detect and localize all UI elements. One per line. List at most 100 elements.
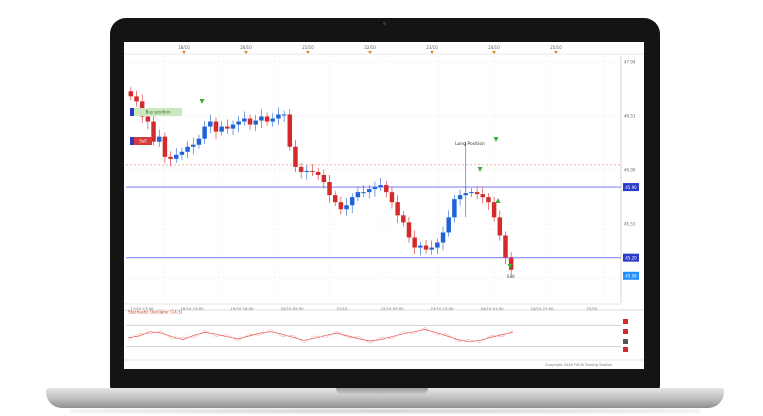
price-tag <box>623 253 639 262</box>
bottom-time-label: 23/10 15:00 <box>430 306 454 311</box>
price-tick-label: 45.51 <box>624 222 636 227</box>
candle <box>332 195 338 203</box>
trading-chart-screen: 18/10 20/10 21/10 22/10 23/10 24/10 25/10 Long… <box>124 42 644 369</box>
candle <box>236 121 241 125</box>
candle <box>389 192 395 203</box>
candle <box>378 185 383 188</box>
candle <box>321 174 327 183</box>
candle <box>474 192 480 195</box>
price-tick-label: 46.51 <box>624 114 636 119</box>
price-tag-label: 45.20 <box>625 255 637 260</box>
candle <box>151 121 156 142</box>
bottom-time-axis: 17/10 13:00 18/10 10:00 19/10 18:00 20/10 0… <box>124 303 621 311</box>
candle <box>469 192 474 194</box>
candle <box>315 171 321 175</box>
bottom-time-label: 18/10 10:00 <box>180 306 204 311</box>
candle <box>219 126 224 132</box>
annotations: Long Position Exit Buy position Sell <box>130 99 515 279</box>
candle <box>179 151 185 155</box>
candle <box>259 116 264 121</box>
candle <box>208 121 213 127</box>
candle <box>202 126 207 139</box>
candles <box>128 87 514 278</box>
top-time-label: 18/10 <box>178 45 190 50</box>
candle <box>276 114 281 119</box>
candle <box>270 118 275 122</box>
time-marker-icon <box>430 51 434 54</box>
last-price-tag <box>623 271 639 280</box>
candle <box>128 91 134 97</box>
candle <box>361 192 366 194</box>
signal-arrow-icon <box>477 167 483 172</box>
bottom-time-label: 21/10 <box>337 306 349 311</box>
candle <box>423 245 429 250</box>
exit-label: Exit <box>507 274 515 279</box>
candle <box>429 247 434 250</box>
candle <box>156 136 162 142</box>
candle <box>145 116 151 122</box>
candle <box>213 121 219 132</box>
last-price-label: 45.08 <box>625 273 637 278</box>
price-tick-label: 46.00 <box>624 168 636 173</box>
candle <box>486 197 491 203</box>
time-marker-icon <box>306 51 310 54</box>
candle <box>225 126 230 129</box>
signal-arrow-icon <box>493 137 499 142</box>
indicator-panel: Stochastic Oscillator (14,3) Copyright 20… <box>124 310 644 367</box>
position-marker <box>130 108 134 116</box>
candle <box>412 237 417 248</box>
time-marker-icon <box>492 51 496 54</box>
candle <box>508 257 514 270</box>
candle <box>497 217 503 236</box>
indicator-value-tag <box>623 347 628 352</box>
indicator-value-tag <box>623 329 628 334</box>
candle <box>162 136 168 157</box>
top-time-label: 22/10 <box>364 45 376 50</box>
indicator-value-tag <box>623 339 628 344</box>
candle <box>281 114 287 116</box>
candle <box>452 199 457 218</box>
top-time-label: 23/10 <box>426 45 438 50</box>
laptop-shadow <box>70 408 700 414</box>
buy-position-tag <box>134 108 182 116</box>
candle <box>457 195 463 200</box>
candle <box>304 170 310 172</box>
indicator-signal-line <box>127 327 514 344</box>
candle <box>418 245 423 248</box>
chart-canvas[interactable]: 18/10 20/10 21/10 22/10 23/10 24/10 25/10 Long… <box>124 42 644 369</box>
candle <box>435 242 440 248</box>
candle <box>310 170 315 172</box>
candle <box>338 202 344 210</box>
bottom-time-label: 19/10 18:00 <box>230 306 254 311</box>
candle <box>349 197 355 206</box>
bottom-time-label: 24/10 01:00 <box>480 306 504 311</box>
candle <box>491 202 497 218</box>
candle <box>367 189 372 193</box>
time-marker-icon <box>368 51 372 54</box>
candle <box>298 166 304 172</box>
time-marker-icon <box>244 51 248 54</box>
candle <box>253 120 258 125</box>
sell-position-tag <box>134 137 152 145</box>
candle <box>344 205 349 210</box>
candle <box>372 187 378 190</box>
price-tag-label: 45.90 <box>625 185 637 190</box>
time-marker-icon <box>554 51 558 54</box>
footer-copyright: Copyright 2016 FXCM Trading Station <box>545 363 612 367</box>
callout-label: Long Position <box>455 141 485 147</box>
indicator-value-tag <box>623 319 628 324</box>
top-time-label: 20/10 <box>240 45 252 50</box>
candle <box>440 232 446 243</box>
candle <box>247 118 253 125</box>
candle <box>196 138 202 145</box>
top-time-label: 21/10 <box>302 45 314 50</box>
top-time-label: 24/10 <box>488 45 500 50</box>
bottom-time-label: 20/10 05:00 <box>280 306 304 311</box>
candle <box>185 146 190 152</box>
bottom-time-label: 22/10 07:00 <box>380 306 404 311</box>
candle <box>191 144 196 147</box>
time-marker-icon <box>182 51 186 54</box>
top-time-axis: 18/10 20/10 21/10 22/10 23/10 24/10 25/10 <box>124 45 644 55</box>
candle <box>446 217 451 233</box>
signal-arrow-icon <box>507 264 513 269</box>
